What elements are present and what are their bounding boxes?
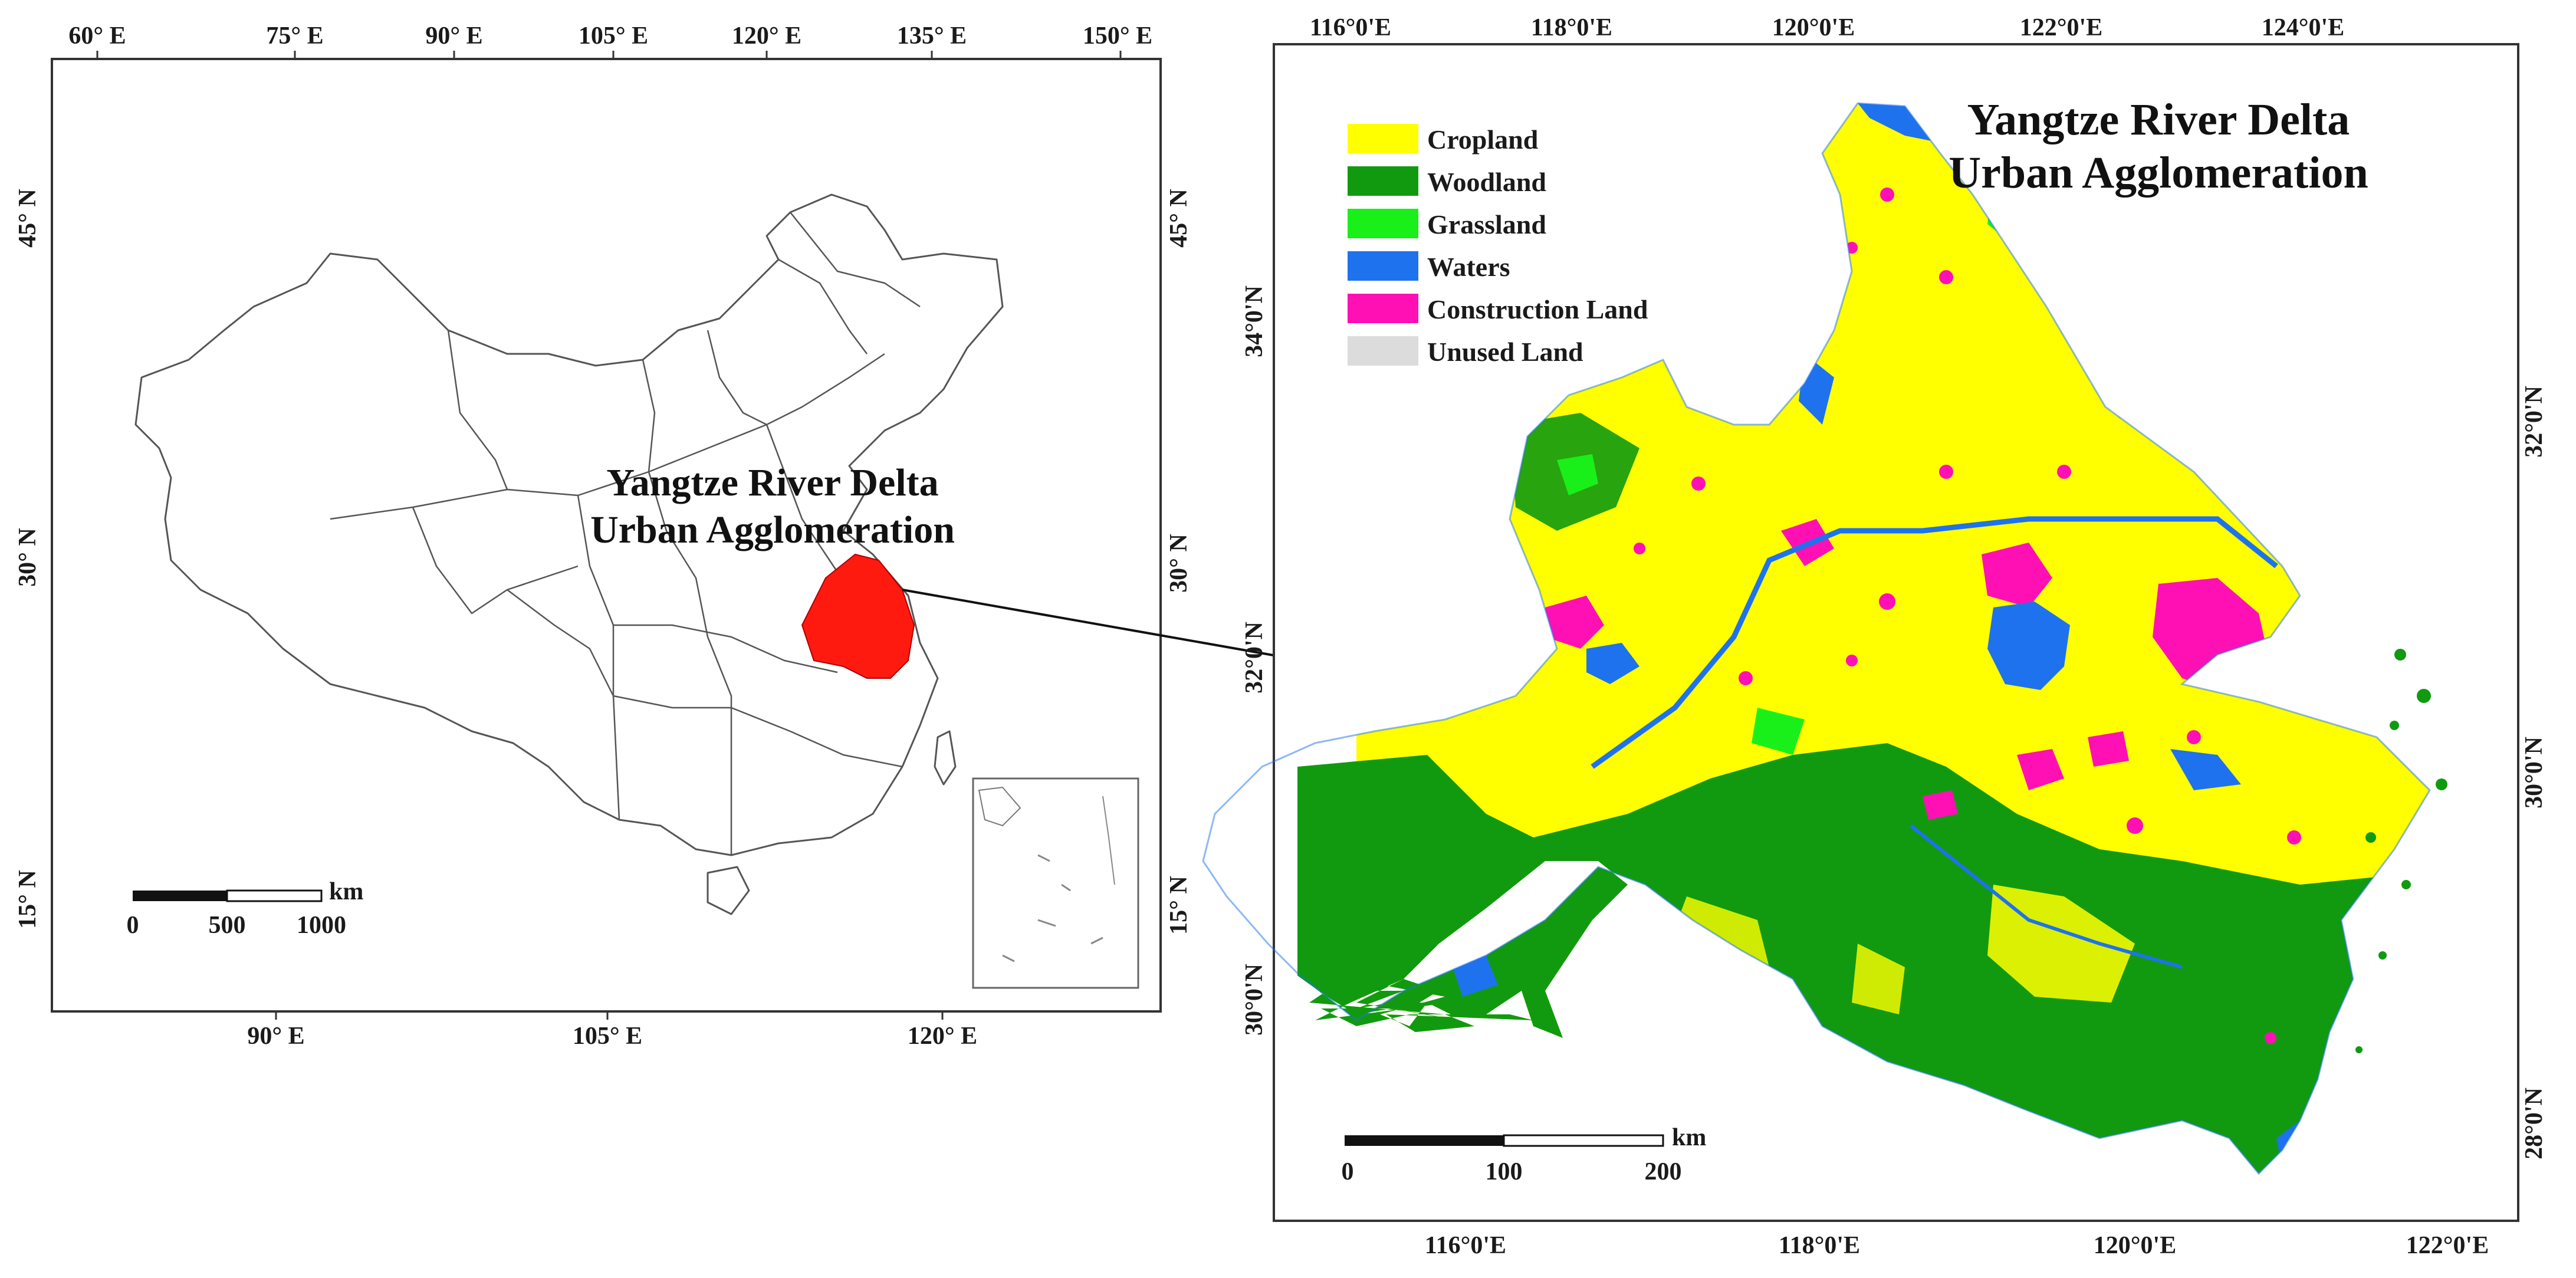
yrd-highlight-region <box>801 553 915 679</box>
left-scale-label-0: 0 <box>127 912 139 939</box>
china-outline <box>134 193 1004 915</box>
right-bottom-tick-118e: 118°0'E <box>1779 1232 1860 1259</box>
south-china-sea-inset <box>972 777 1139 989</box>
left-top-tick-60e: 60° E <box>68 22 126 50</box>
legend-swatch-grassland <box>1348 209 1418 238</box>
right-map-title-line1: Yangtze River Delta <box>1967 95 2350 144</box>
right-map-right-ticks: 32°0'N 30°0'N 28°0'N <box>2521 386 2548 1159</box>
left-map-right-ticks: 45° N 30° N 15° N <box>1165 189 1192 935</box>
legend-label-waters: Waters <box>1427 252 1510 282</box>
legend-item-waters: Waters <box>1348 251 1510 282</box>
legend-label-woodland: Woodland <box>1427 167 1546 197</box>
right-right-tick-28n: 28°0'N <box>2521 1088 2548 1159</box>
legend-swatch-cropland <box>1348 124 1418 153</box>
legend-swatch-unused-land <box>1348 336 1418 366</box>
right-map-top-ticks: 116°0'E 118°0'E 120°0'E 122°0'E 124°0'E <box>1310 14 2344 41</box>
left-bottom-tick-90e: 90° E <box>247 1023 304 1050</box>
right-left-tick-30n: 30°0'N <box>1241 964 1268 1036</box>
right-top-tick-124e: 124°0'E <box>2262 14 2344 41</box>
land-cover-legend: Cropland Woodland Grassland Waters Const… <box>1348 124 1648 367</box>
legend-label-construction-land: Construction Land <box>1427 294 1648 324</box>
left-left-tick-30n: 30° N <box>14 528 41 587</box>
cropland-south-patch <box>1987 885 2135 1003</box>
right-bottom-tick-122e: 122°0'E <box>2406 1232 2489 1259</box>
right-left-tick-34n: 34°0'N <box>1241 285 1268 357</box>
left-right-tick-15n: 15° N <box>1165 876 1192 935</box>
right-map-panel: 116°0'E 118°0'E 120°0'E 122°0'E 124°0'E … <box>1202 14 2548 1259</box>
left-scale-bar: km 0 500 1000 <box>127 878 364 939</box>
left-map-top-ticks: 60° E 75° E 90° E 105° E 120° E 135° E 1… <box>68 22 1152 59</box>
left-bottom-tick-105e: 105° E <box>573 1023 642 1050</box>
left-map-bottom-ticks: 90° E 105° E 120° E <box>247 1011 977 1050</box>
offshore-islands <box>2355 649 2447 1053</box>
legend-item-grassland: Grassland <box>1348 209 1546 239</box>
left-right-tick-30n: 30° N <box>1165 534 1192 593</box>
taiwan-outline <box>934 730 957 786</box>
left-map-left-ticks: 45° N 30° N 15° N <box>14 189 41 929</box>
right-scale-label-200: 200 <box>1645 1158 1682 1185</box>
legend-swatch-construction-land <box>1348 294 1418 323</box>
right-top-tick-122e: 122°0'E <box>2020 14 2102 41</box>
right-top-tick-118e: 118°0'E <box>1531 14 1612 41</box>
right-top-tick-120e: 120°0'E <box>1772 14 1855 41</box>
legend-item-woodland: Woodland <box>1348 166 1546 197</box>
hainan-outline <box>707 866 750 915</box>
legend-swatch-waters <box>1348 251 1418 281</box>
construction-land-areas <box>1545 188 2301 1044</box>
right-left-tick-32n: 32°0'N <box>1241 622 1268 694</box>
right-right-tick-32n: 32°0'N <box>2521 386 2548 458</box>
legend-item-cropland: Cropland <box>1348 124 1539 155</box>
legend-item-unused-land: Unused Land <box>1348 336 1583 367</box>
right-map-bottom-ticks: 116°0'E 118°0'E 120°0'E 122°0'E <box>1425 1232 2489 1259</box>
right-scale-label-0: 0 <box>1342 1158 1354 1185</box>
left-scale-unit: km <box>329 878 363 905</box>
left-scale-label-1000: 1000 <box>297 912 346 939</box>
right-map-title-line2: Urban Agglomeration <box>1949 148 2368 198</box>
left-region-label-line2: Urban Agglomeration <box>590 508 955 551</box>
right-top-tick-116e: 116°0'E <box>1310 14 1391 41</box>
right-right-tick-30n: 30°0'N <box>2521 737 2548 809</box>
right-bottom-tick-116e: 116°0'E <box>1425 1232 1506 1259</box>
left-bottom-tick-120e: 120° E <box>908 1023 977 1050</box>
right-bottom-tick-120e: 120°0'E <box>2094 1232 2176 1259</box>
left-top-tick-105e: 105° E <box>579 22 648 50</box>
left-top-tick-150e: 150° E <box>1083 22 1152 50</box>
legend-label-cropland: Cropland <box>1427 124 1539 155</box>
left-region-label-line1: Yangtze River Delta <box>606 461 938 504</box>
left-top-tick-75e: 75° E <box>266 22 323 50</box>
left-top-tick-120e: 120° E <box>732 22 801 50</box>
left-scale-label-500: 500 <box>209 912 246 939</box>
left-top-tick-135e: 135° E <box>897 22 967 50</box>
right-scale-bar: km 0 100 200 <box>1342 1124 1707 1185</box>
legend-label-grassland: Grassland <box>1427 209 1546 239</box>
yangtze-river <box>1591 516 2278 769</box>
left-left-tick-45n: 45° N <box>14 189 41 248</box>
right-map-left-ticks: 34°0'N 32°0'N 30°0'N <box>1241 285 1268 1036</box>
right-scale-unit: km <box>1672 1124 1706 1151</box>
left-right-tick-45n: 45° N <box>1165 189 1192 248</box>
right-scale-label-100: 100 <box>1486 1158 1523 1185</box>
legend-label-unused-land: Unused Land <box>1427 337 1583 367</box>
legend-item-construction-land: Construction Land <box>1348 294 1648 324</box>
left-left-tick-15n: 15° N <box>14 870 41 929</box>
left-map-panel: 60° E 75° E 90° E 105° E 120° E 135° E 1… <box>14 22 1192 1050</box>
grassland-patch <box>1557 454 1598 495</box>
legend-swatch-woodland <box>1348 166 1418 196</box>
china-mainland-outline <box>134 193 1004 856</box>
left-top-tick-90e: 90° E <box>425 22 482 50</box>
